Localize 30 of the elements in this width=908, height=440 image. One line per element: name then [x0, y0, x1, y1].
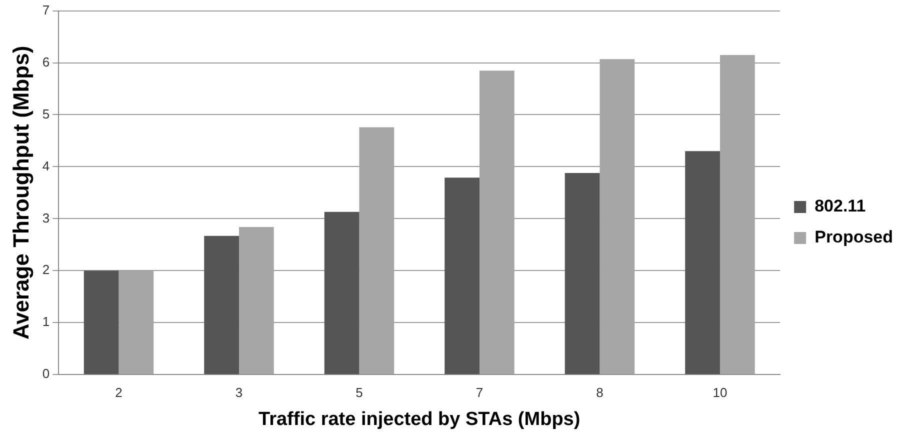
y-tick-label: 0	[42, 366, 50, 382]
x-tick-label: 7	[476, 384, 484, 400]
bar	[685, 151, 720, 374]
x-tick-label: 8	[596, 384, 604, 400]
x-tick-label: 10	[712, 384, 728, 400]
bar	[239, 227, 274, 374]
y-tick-label: 6	[42, 54, 50, 70]
bar	[324, 212, 360, 374]
bar	[204, 236, 239, 374]
x-tick-label: 3	[235, 384, 243, 400]
bar	[600, 59, 635, 374]
y-axis-title: Average Throughput (Mbps)	[8, 46, 34, 340]
bar	[118, 270, 154, 374]
x-axis-title: Traffic rate injected by STAs (Mbps)	[258, 408, 580, 430]
bar	[84, 270, 119, 374]
y-tick-label: 2	[42, 262, 50, 278]
bar	[444, 178, 480, 374]
bar	[359, 127, 394, 374]
bar	[479, 70, 514, 374]
x-tick-label: 2	[115, 384, 122, 400]
y-tick-label: 4	[42, 158, 50, 174]
y-tick-label: 1	[42, 314, 50, 330]
legend-label: Proposed	[814, 228, 894, 247]
bar	[564, 172, 600, 374]
legend-label: 802.11	[814, 196, 866, 216]
y-tick-label: 5	[42, 106, 50, 122]
bar	[720, 54, 755, 374]
y-tick-label: 3	[42, 210, 50, 226]
x-tick-label: 5	[356, 384, 363, 400]
y-tick-label: 7	[42, 2, 50, 18]
